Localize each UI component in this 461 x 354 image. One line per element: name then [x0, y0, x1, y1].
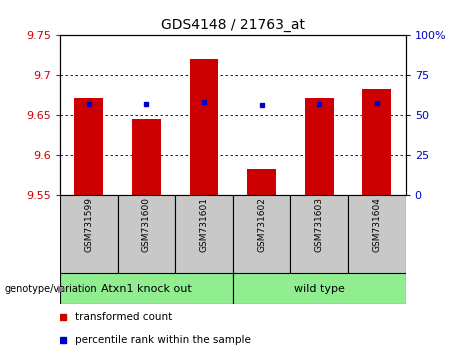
Text: GSM731604: GSM731604 — [372, 197, 381, 252]
Text: GSM731599: GSM731599 — [84, 197, 93, 252]
Bar — [233, 273, 406, 304]
Title: GDS4148 / 21763_at: GDS4148 / 21763_at — [161, 18, 305, 32]
Bar — [290, 195, 348, 273]
Text: Atxn1 knock out: Atxn1 knock out — [101, 284, 192, 293]
Bar — [362, 89, 391, 195]
Bar — [189, 59, 219, 195]
Bar — [60, 273, 233, 304]
Bar — [60, 195, 118, 273]
Text: ▶: ▶ — [58, 284, 65, 293]
Bar — [348, 195, 406, 273]
Bar — [247, 169, 276, 195]
Text: GSM731602: GSM731602 — [257, 197, 266, 252]
Bar — [233, 195, 290, 273]
Bar — [305, 97, 334, 195]
Text: wild type: wild type — [294, 284, 345, 293]
Bar — [175, 195, 233, 273]
Text: percentile rank within the sample: percentile rank within the sample — [76, 335, 251, 346]
Bar — [132, 119, 161, 195]
Bar — [74, 98, 103, 195]
Text: GSM731603: GSM731603 — [315, 197, 324, 252]
Text: GSM731600: GSM731600 — [142, 197, 151, 252]
Bar — [118, 195, 175, 273]
Text: genotype/variation: genotype/variation — [5, 284, 97, 293]
Text: transformed count: transformed count — [76, 312, 173, 322]
Text: GSM731601: GSM731601 — [200, 197, 208, 252]
